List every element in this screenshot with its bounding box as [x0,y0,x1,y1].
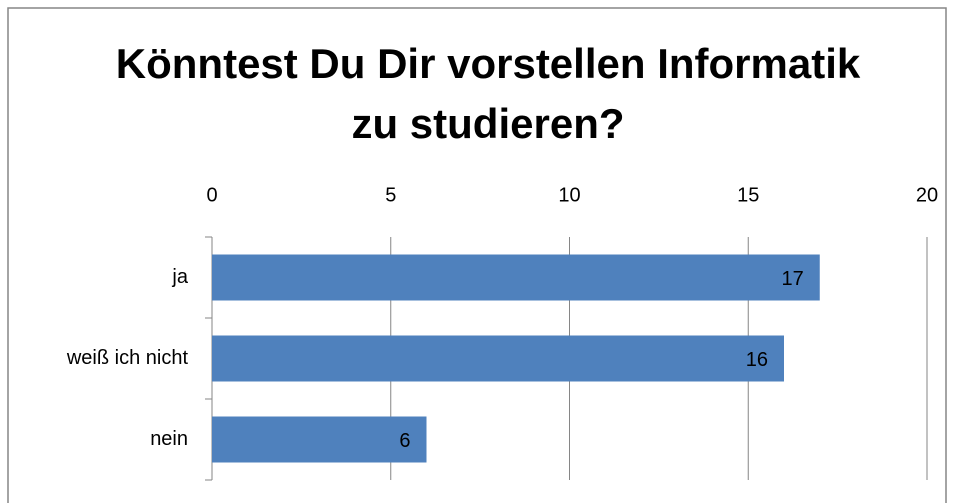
chart-title: Könntest Du Dir vorstellen Informatik zu… [115,40,861,147]
x-tick-label: 20 [916,184,938,206]
y-tick-label: weiß ich nicht [66,347,189,369]
bar [212,416,427,463]
y-tick-label: ja [171,266,188,288]
chart-border [7,7,947,503]
data-label: 17 [782,268,804,290]
y-tick-label: nein [150,428,188,450]
x-tick-label: 15 [737,184,759,206]
x-tick-label: 0 [206,184,217,206]
data-label: 16 [746,349,768,371]
data-label: 6 [399,430,410,452]
x-tick-label: 10 [558,184,580,206]
bar [212,254,820,301]
bar [212,335,784,382]
x-tick-label: 5 [385,184,396,206]
